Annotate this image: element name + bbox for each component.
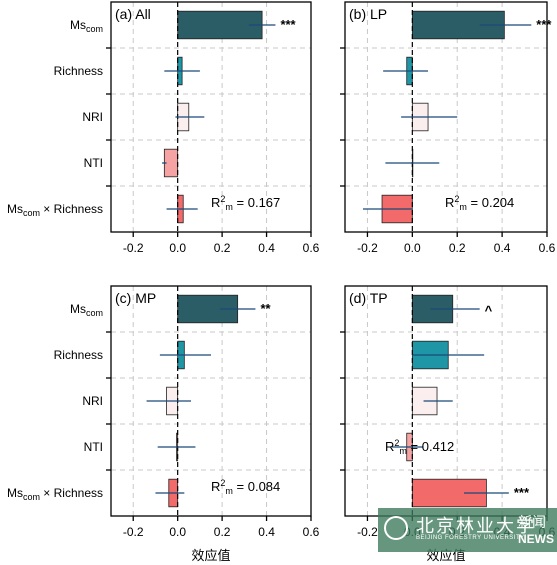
category-label: Mscom bbox=[70, 18, 103, 34]
category-label: Mscom × Richness bbox=[7, 486, 103, 502]
x-tick-label: 0.6 bbox=[539, 241, 556, 255]
r2-annotation: R2m = 0.412 bbox=[385, 438, 454, 456]
category-label: Richness bbox=[54, 348, 103, 362]
x-tick-label: 0.2 bbox=[214, 241, 231, 255]
category-label: Richness bbox=[54, 64, 103, 78]
significance-label: *** bbox=[536, 17, 552, 32]
panel-title: (b) LP bbox=[349, 6, 387, 22]
watermark-news-en: NEWS bbox=[518, 532, 554, 546]
r2-annotation: R2m = 0.204 bbox=[445, 194, 514, 212]
panel-title: (a) All bbox=[115, 6, 151, 22]
plot-frame bbox=[344, 1, 548, 233]
x-tick-label: -0.2 bbox=[357, 241, 378, 255]
x-tick-label: -0.2 bbox=[123, 241, 144, 255]
significance-label: *** bbox=[514, 485, 530, 500]
x-tick-label: 0.0 bbox=[169, 525, 186, 539]
panel-3: ** -0.2 0.0 0.2 0.4 0.6 Mscom Richness NRI NTI Msc… bbox=[7, 285, 320, 539]
x-tick-label: 0.0 bbox=[169, 241, 186, 255]
category-label: Mscom bbox=[70, 302, 103, 318]
x-tick-label: 0.6 bbox=[303, 241, 320, 255]
category-label: NRI bbox=[82, 110, 103, 124]
significance-label: *** bbox=[280, 17, 296, 32]
panel-2: *** -0.2 0.0 0.2 0.4 0.6 (b) LP R2m = 0.204 bbox=[340, 1, 556, 255]
x-tick-label: 0.2 bbox=[449, 241, 466, 255]
x-axis-label: 效应值 bbox=[191, 548, 230, 563]
significance-label: ** bbox=[260, 301, 271, 316]
x-tick-label: -0.2 bbox=[123, 525, 144, 539]
panel-title: (c) MP bbox=[115, 290, 156, 306]
category-label: NTI bbox=[84, 156, 103, 170]
x-tick-label: 0.6 bbox=[303, 525, 320, 539]
plot-frame bbox=[110, 285, 312, 517]
university-seal-icon bbox=[384, 516, 408, 540]
watermark-name: 北京林业大学 bbox=[416, 516, 536, 537]
panel-1: *** -0.2 0.0 0.2 0.4 0.6 Mscom Richness NRI NTI Ms… bbox=[7, 1, 320, 255]
significance-label: ^ bbox=[485, 303, 493, 318]
x-tick-label: -0.2 bbox=[357, 525, 378, 539]
plot-frame bbox=[110, 1, 312, 233]
panel-title: (d) TP bbox=[349, 290, 388, 306]
watermark-name-en: BEIJING FORESTRY UNIVERSITY bbox=[416, 535, 525, 541]
x-tick-label: 0.2 bbox=[214, 525, 231, 539]
r2-annotation: R2m = 0.084 bbox=[211, 478, 280, 496]
x-tick-label: 0.4 bbox=[258, 525, 275, 539]
category-label: NRI bbox=[82, 394, 103, 408]
x-tick-label: 0.4 bbox=[494, 241, 511, 255]
watermark: 北京林业大学 BEIJING FORESTRY UNIVERSITY 新闻 NE… bbox=[378, 508, 557, 552]
bar bbox=[177, 10, 263, 40]
category-label: NTI bbox=[84, 440, 103, 454]
r2-annotation: R2m = 0.167 bbox=[211, 194, 280, 212]
x-tick-label: 0.0 bbox=[404, 241, 421, 255]
category-label: Mscom × Richness bbox=[7, 202, 103, 218]
x-tick-label: 0.4 bbox=[258, 241, 275, 255]
watermark-news-cn: 新闻 bbox=[518, 514, 546, 530]
